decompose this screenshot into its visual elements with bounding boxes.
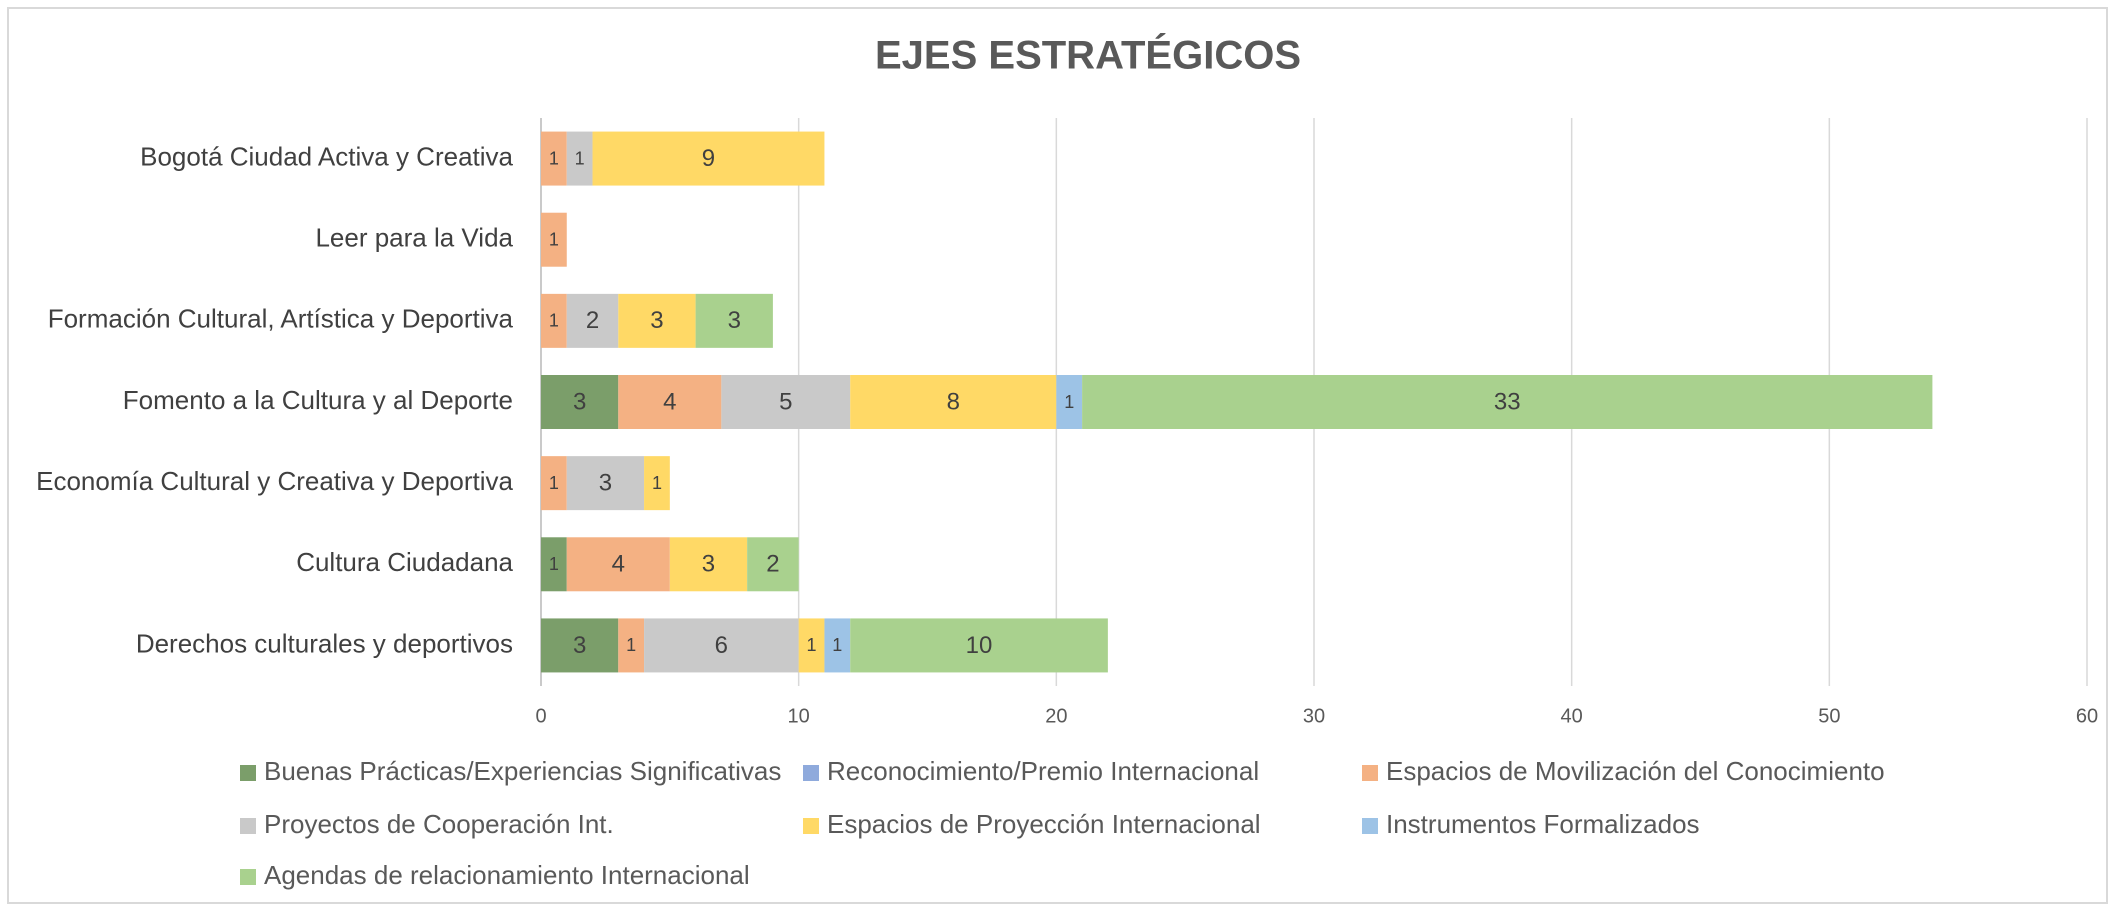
y-tick-label: Cultura Ciudadana: [296, 547, 513, 577]
bar-segment: [566, 131, 593, 186]
bar-segment: [541, 131, 567, 186]
data-label: 1: [652, 473, 662, 493]
data-label: 2: [766, 551, 779, 578]
y-tick-label: Formación Cultural, Artística y Deportiv…: [48, 304, 514, 334]
data-label: 3: [702, 551, 715, 578]
legend-label: Espacios de Proyección Internacional: [827, 809, 1261, 839]
bar-segment: [541, 293, 567, 348]
data-label: 4: [612, 551, 625, 578]
data-label: 1: [807, 635, 817, 655]
data-label: 1: [549, 554, 559, 574]
legend-label: Proyectos de Cooperación Int.: [264, 809, 614, 839]
data-label: 1: [549, 473, 559, 493]
bar-segment: [644, 456, 670, 511]
bar-segment: [850, 618, 1108, 673]
legend-swatch: [1362, 818, 1378, 834]
bar-segment: [541, 537, 567, 592]
data-label: 33: [1494, 388, 1521, 415]
data-label: 2: [586, 307, 599, 334]
data-label: 1: [549, 229, 559, 249]
y-tick-label: Derechos culturales y deportivos: [136, 628, 513, 658]
legend-swatch: [1362, 765, 1378, 781]
legend-swatch: [240, 869, 256, 885]
data-label: 6: [715, 632, 728, 659]
bar-segment: [798, 618, 825, 673]
bar-segment: [618, 375, 722, 429]
data-label: 3: [573, 388, 586, 415]
bar-segment: [566, 293, 619, 348]
x-tick-label: 10: [788, 705, 810, 727]
data-label: 1: [1064, 392, 1074, 412]
bar-segment: [644, 618, 799, 673]
bar-segment: [541, 618, 619, 673]
x-tick-label: 20: [1045, 705, 1067, 727]
data-label: 1: [832, 635, 842, 655]
x-tick-label: 40: [1561, 705, 1583, 727]
data-label: 3: [728, 307, 741, 334]
bar-segment: [747, 537, 799, 592]
data-label: 1: [549, 148, 559, 168]
legend-swatch: [803, 818, 819, 834]
bar-segment: [541, 212, 567, 267]
data-label: 10: [966, 632, 993, 659]
x-tick-label: 0: [535, 705, 546, 727]
bar-segment: [592, 131, 825, 186]
data-label: 4: [663, 388, 676, 415]
data-label: 9: [702, 145, 715, 172]
bar-segment: [669, 537, 748, 592]
bar-segment: [566, 456, 645, 511]
legend-label: Instrumentos Formalizados: [1386, 809, 1700, 839]
y-tick-label: Bogotá Ciudad Activa y Creativa: [140, 141, 513, 171]
y-tick-label: Leer para la Vida: [315, 223, 513, 253]
bar-segment: [566, 537, 670, 592]
data-label: 3: [599, 469, 612, 496]
data-label: 1: [575, 148, 585, 168]
bar-segment: [618, 293, 696, 348]
chart-title: EJES ESTRATÉGICOS: [875, 33, 1301, 78]
legend-swatch: [240, 765, 256, 781]
data-label: 3: [573, 632, 586, 659]
legend-swatch: [240, 818, 256, 834]
data-label: 8: [947, 388, 960, 415]
legend-label: Buenas Prácticas/Experiencias Significat…: [264, 756, 781, 786]
bar-segment: [541, 375, 619, 429]
data-label: 1: [626, 635, 636, 655]
bar-segment: [721, 375, 851, 429]
y-tick-label: Fomento a la Cultura y al Deporte: [123, 385, 513, 415]
bar-segment: [824, 618, 851, 673]
bar-segment: [1056, 375, 1083, 429]
bar-segment: [850, 375, 1057, 429]
bar-segment: [541, 456, 567, 511]
legend-label: Agendas de relacionamiento Internacional: [264, 860, 750, 890]
data-label: 3: [650, 307, 663, 334]
legend-label: Espacios de Movilización del Conocimient…: [1386, 756, 1885, 786]
x-tick-label: 30: [1303, 705, 1325, 727]
data-label: 5: [779, 388, 792, 415]
bar-segment: [1082, 375, 1933, 429]
x-tick-label: 60: [2076, 705, 2098, 727]
bar-segment: [695, 293, 773, 348]
legend-swatch: [803, 765, 819, 781]
y-tick-label: Economía Cultural y Creativa y Deportiva: [36, 466, 513, 496]
x-tick-label: 50: [1818, 705, 1840, 727]
data-label: 1: [549, 311, 559, 331]
legend-label: Reconocimiento/Premio Internacional: [827, 756, 1259, 786]
chart-frame: [7, 7, 2108, 904]
bar-segment: [618, 618, 645, 673]
